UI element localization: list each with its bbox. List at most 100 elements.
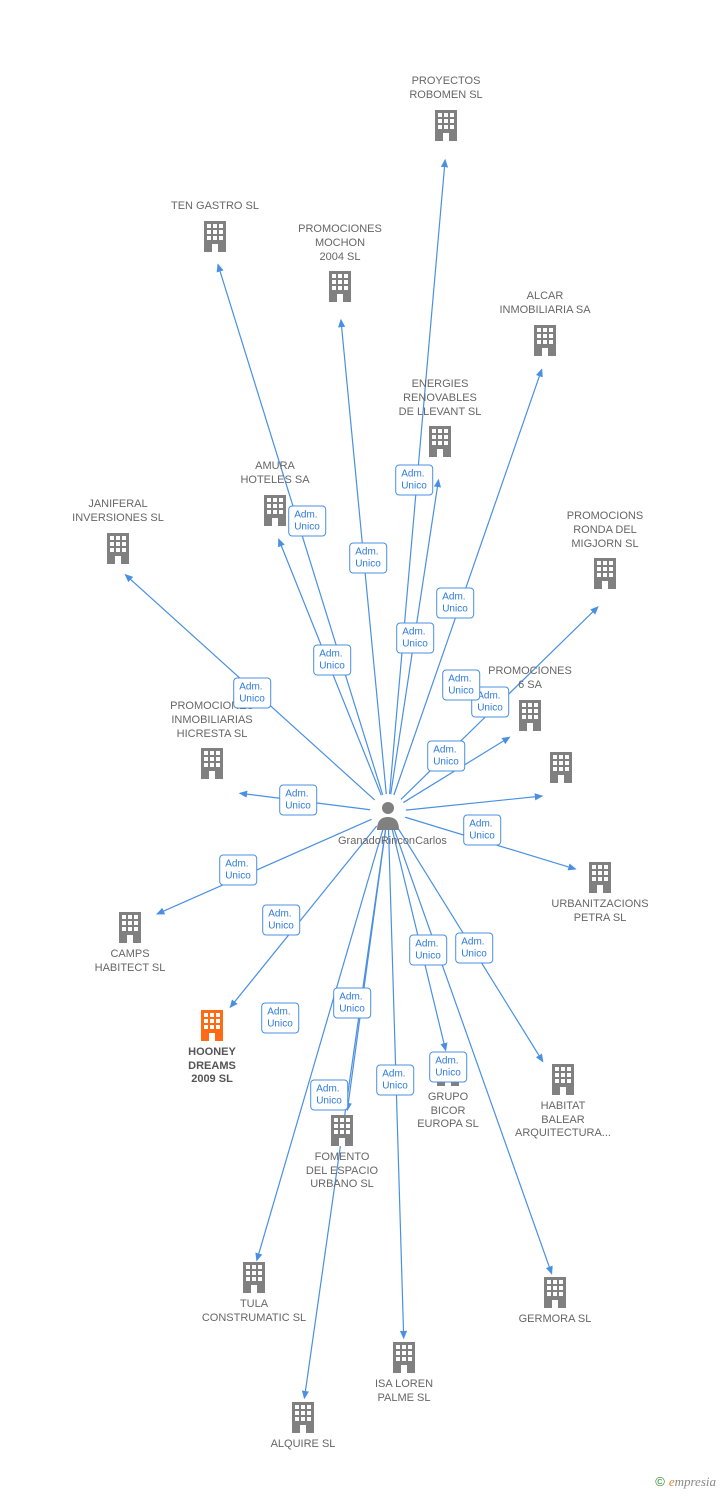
edge-label: Adm. Unico bbox=[333, 988, 371, 1019]
company-label-line: BICOR bbox=[388, 1105, 508, 1119]
company-label-line: ALQUIRE SL bbox=[243, 1438, 363, 1452]
company-label-line: URBANO SL bbox=[282, 1178, 402, 1192]
edge-label: Adm. Unico bbox=[233, 678, 271, 709]
company-label-line: PROYECTOS bbox=[386, 75, 506, 89]
company-label-line: ALCAR bbox=[485, 290, 605, 304]
company-node[interactable]: CAMPSHABITECT SL bbox=[70, 905, 190, 975]
edge-label: Adm. Unico bbox=[409, 935, 447, 966]
company-label-line: HABITAT bbox=[503, 1100, 623, 1114]
company-label-line: URBANITZACIONS bbox=[540, 898, 660, 912]
edge-label: Adm. Unico bbox=[463, 815, 501, 846]
building-icon bbox=[289, 1399, 317, 1438]
company-label-line: JANIFERAL bbox=[58, 498, 178, 512]
company-node[interactable]: ALCARINMOBILIARIA SA bbox=[485, 290, 605, 360]
building-icon bbox=[549, 1061, 577, 1100]
edge-label: Adm. Unico bbox=[261, 1003, 299, 1034]
building-icon bbox=[201, 218, 229, 257]
company-label-line: ARQUITECTURA... bbox=[503, 1127, 623, 1141]
company-label-line: RONDA DEL bbox=[545, 524, 665, 538]
edge-label: Adm. Unico bbox=[429, 1052, 467, 1083]
company-label-line: INVERSIONES SL bbox=[58, 512, 178, 526]
center-person-label: GranadoRinconCarlos bbox=[338, 835, 438, 849]
company-node[interactable]: ENERGIESRENOVABLESDE LLEVANT SL bbox=[380, 378, 500, 462]
company-label-line: DEL ESPACIO bbox=[282, 1165, 402, 1179]
company-label-line: HOTELES SA bbox=[215, 474, 335, 488]
company-label-line: 2004 SL bbox=[280, 251, 400, 265]
edge-label: Adm. Unico bbox=[442, 670, 480, 701]
company-label-line: AMURA bbox=[215, 460, 335, 474]
building-icon bbox=[198, 745, 226, 784]
company-node[interactable]: HOONEYDREAMS2009 SL bbox=[152, 1003, 272, 1087]
company-label-line: HABITECT SL bbox=[70, 962, 190, 976]
edge-label: Adm. Unico bbox=[219, 855, 257, 886]
building-icon bbox=[328, 1112, 356, 1151]
company-label-line: EUROPA SL bbox=[388, 1118, 508, 1132]
edge-label: Adm. Unico bbox=[436, 588, 474, 619]
company-label-line: DE LLEVANT SL bbox=[380, 406, 500, 420]
company-label-line: CAMPS bbox=[70, 948, 190, 962]
center-person-node[interactable]: GranadoRinconCarlos bbox=[338, 800, 438, 849]
building-icon bbox=[591, 555, 619, 594]
company-label-line: INMOBILIARIA SA bbox=[485, 304, 605, 318]
company-node[interactable]: ALQUIRE SL bbox=[243, 1395, 363, 1452]
company-label-line: RENOVABLES bbox=[380, 392, 500, 406]
company-node[interactable]: GERMORA SL bbox=[495, 1270, 615, 1327]
center-label-line: Granado bbox=[338, 835, 381, 847]
company-label-line: ROBOMEN SL bbox=[386, 89, 506, 103]
building-icon bbox=[261, 492, 289, 531]
building-icon bbox=[390, 1339, 418, 1378]
company-node[interactable]: PROMOCIONSRONDA DELMIGJORN SL bbox=[545, 510, 665, 594]
company-label-line: PROMOCIONS bbox=[545, 510, 665, 524]
edge-label: Adm. Unico bbox=[376, 1065, 414, 1096]
company-label-line: ISA LOREN bbox=[344, 1378, 464, 1392]
company-node[interactable]: HABITATBALEARARQUITECTURA... bbox=[503, 1057, 623, 1141]
company-label-line: GERMORA SL bbox=[495, 1313, 615, 1327]
company-label-line: TEN GASTRO SL bbox=[155, 200, 275, 214]
company-label-line: HICRESTA SL bbox=[152, 728, 272, 742]
company-node[interactable]: TULACONSTRUMATIC SL bbox=[194, 1255, 314, 1325]
company-label-line: HOONEY bbox=[152, 1046, 272, 1060]
building-icon bbox=[531, 322, 559, 361]
company-label-line: BALEAR bbox=[503, 1114, 623, 1128]
building-icon bbox=[516, 697, 544, 736]
company-node[interactable]: PROMOCIONESMOCHON2004 SL bbox=[280, 223, 400, 307]
company-label-line: MOCHON bbox=[280, 237, 400, 251]
edge-label: Adm. Unico bbox=[396, 623, 434, 654]
company-label-line: 2009 SL bbox=[152, 1073, 272, 1087]
center-label-line: Rincon bbox=[381, 835, 415, 847]
edge-label: Adm. Unico bbox=[427, 741, 465, 772]
edge-label: Adm. Unico bbox=[395, 465, 433, 496]
company-label-line: INMOBILIARIAS bbox=[152, 714, 272, 728]
edge-line bbox=[230, 826, 376, 1007]
building-icon bbox=[541, 1274, 569, 1313]
company-node[interactable]: PROYECTOSROBOMEN SL bbox=[386, 75, 506, 145]
company-node[interactable]: FOMENTODEL ESPACIOURBANO SL bbox=[282, 1108, 402, 1192]
company-node[interactable]: JANIFERALINVERSIONES SL bbox=[58, 498, 178, 568]
edge-label: Adm. Unico bbox=[313, 645, 351, 676]
edge-line bbox=[257, 829, 383, 1260]
company-node[interactable]: TEN GASTRO SL bbox=[155, 200, 275, 257]
watermark: ©empresia bbox=[655, 1474, 716, 1490]
building-icon bbox=[104, 530, 132, 569]
company-label-line: MIGJORN SL bbox=[545, 538, 665, 552]
company-label-line: PETRA SL bbox=[540, 912, 660, 926]
company-node[interactable]: PROMOCIONESINMOBILIARIASHICRESTA SL bbox=[152, 700, 272, 784]
company-node[interactable] bbox=[501, 745, 621, 788]
company-label-line: PROMOCIONES bbox=[470, 665, 590, 679]
edge-label: Adm. Unico bbox=[349, 543, 387, 574]
brand-rest: mpresia bbox=[675, 1474, 716, 1489]
person-icon bbox=[375, 800, 401, 835]
center-label-line: Carlos bbox=[415, 835, 447, 847]
company-node[interactable]: URBANITZACIONSPETRA SL bbox=[540, 855, 660, 925]
edge-label: Adm. Unico bbox=[279, 785, 317, 816]
company-label-line: FOMENTO bbox=[282, 1151, 402, 1165]
building-icon bbox=[116, 909, 144, 948]
edge-label: Adm. Unico bbox=[455, 933, 493, 964]
building-icon bbox=[432, 107, 460, 146]
building-icon bbox=[240, 1259, 268, 1298]
edge-label: Adm. Unico bbox=[310, 1080, 348, 1111]
company-label-line: CONSTRUMATIC SL bbox=[194, 1312, 314, 1326]
company-label-line: ENERGIES bbox=[380, 378, 500, 392]
edge-label: Adm. Unico bbox=[288, 506, 326, 537]
building-icon bbox=[426, 423, 454, 462]
